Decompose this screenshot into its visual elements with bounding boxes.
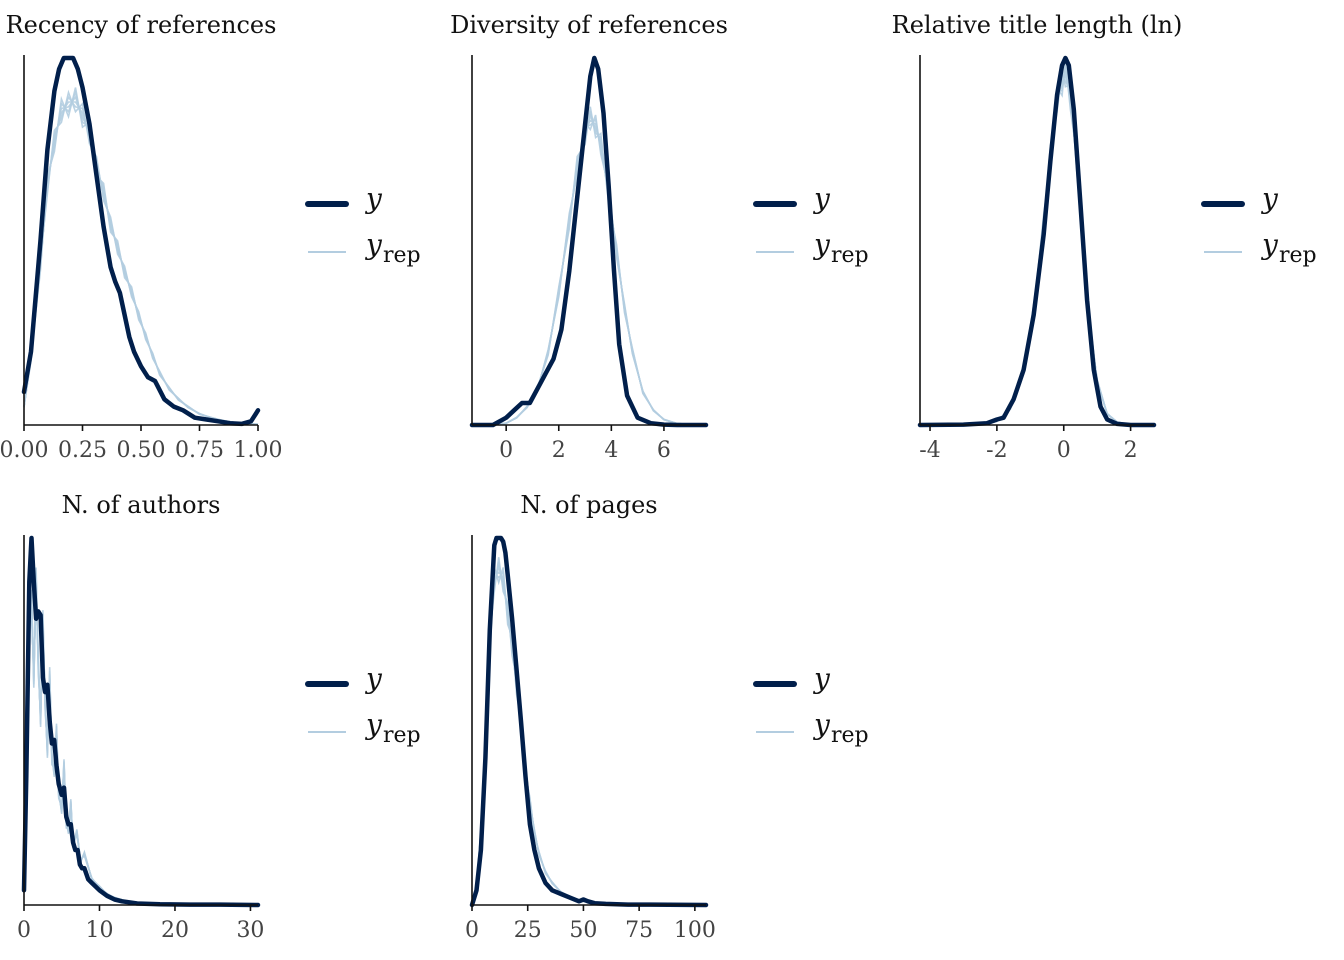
- yrep-density-line: [23, 567, 259, 906]
- legend-yrep-subscript: rep: [1279, 243, 1317, 268]
- yrep-density-line: [920, 69, 1155, 426]
- legend-yrep-subscript: rep: [383, 243, 421, 268]
- x-tick-label: 10: [85, 918, 113, 943]
- yrep-density-line: [23, 564, 259, 906]
- x-tick-label: 0.50: [117, 438, 166, 463]
- yrep-density-line: [920, 74, 1155, 426]
- x-tick-label: 0: [499, 438, 513, 463]
- x-tick-label: 0: [465, 918, 479, 943]
- x-tick-label: -4: [919, 438, 940, 463]
- y-density-line: [917, 55, 1157, 428]
- yrep-density-line: [23, 577, 259, 906]
- legend: yy rep: [305, 662, 421, 748]
- panel-title: Recency of references: [6, 11, 277, 39]
- x-tick-label: 0.00: [0, 438, 48, 463]
- yrep-density-line: [472, 114, 707, 426]
- x-tick-label: 0.75: [175, 438, 224, 463]
- x-tick-label: 6: [657, 438, 671, 463]
- panel-title: Relative title length (ln): [892, 11, 1183, 39]
- x-tick-label: 1.00: [234, 438, 283, 463]
- x-tick-label: 2: [552, 438, 566, 463]
- legend-y-label: y: [812, 182, 831, 215]
- legend-yrep-subscript: rep: [831, 243, 869, 268]
- legend-yrep-subscript: rep: [383, 723, 421, 748]
- panel-3: Relative title length (ln)-4 -2 0 2yy rep: [892, 11, 1317, 463]
- yrep-density-line: [472, 117, 707, 426]
- panel-title: N. of authors: [62, 491, 221, 519]
- legend: yy rep: [753, 662, 869, 748]
- yrep-density-line: [23, 101, 259, 426]
- yrep-density-line: [23, 89, 259, 426]
- legend-yrep-label: y: [812, 708, 831, 741]
- legend-y-label: y: [1260, 182, 1279, 215]
- y-density-line: [21, 535, 261, 908]
- legend-y-label: y: [812, 662, 831, 695]
- x-tick-label: 2: [1124, 438, 1138, 463]
- yrep-density-line: [920, 65, 1155, 426]
- y-density-line: [469, 55, 709, 428]
- y-density-line: [21, 55, 261, 427]
- x-tick-label: 75: [625, 918, 653, 943]
- x-tick-label: -2: [986, 438, 1007, 463]
- legend-y-label: y: [364, 662, 383, 695]
- legend: yy rep: [305, 182, 421, 268]
- yrep-density-line: [23, 572, 259, 906]
- yrep-density-line: [23, 569, 259, 906]
- yrep-density-line: [472, 119, 707, 426]
- x-tick-label: 25: [514, 918, 542, 943]
- yrep-density-line: [471, 567, 707, 906]
- yrep-density-line: [472, 113, 707, 426]
- x-tick-label: 0: [1057, 438, 1071, 463]
- x-tick-label: 50: [569, 918, 597, 943]
- yrep-density-line: [23, 95, 259, 426]
- yrep-density-line: [920, 70, 1155, 426]
- x-tick-label: 4: [604, 438, 618, 463]
- yrep-density-line: [472, 106, 707, 426]
- yrep-density-line: [23, 574, 259, 906]
- x-tick-label: 20: [161, 918, 189, 943]
- panel-title: Diversity of references: [450, 11, 728, 39]
- yrep-density-line: [23, 87, 259, 426]
- y-density-line: [469, 535, 709, 908]
- x-tick-label: 100: [674, 918, 716, 943]
- legend-y-label: y: [364, 182, 383, 215]
- x-tick-label: 0: [17, 918, 31, 943]
- yrep-density-line: [23, 89, 259, 425]
- yrep-density-line: [472, 111, 707, 426]
- panel-1: Recency of references 0.00 0.25 0.50 0.75 1.0…: [0, 11, 421, 463]
- yrep-density-line: [23, 95, 259, 426]
- x-tick-label: 0.25: [58, 438, 107, 463]
- legend-yrep-label: y: [364, 228, 383, 261]
- legend: yy rep: [753, 182, 869, 268]
- panel-title: N. of pages: [520, 491, 657, 519]
- yrep-density-line: [920, 72, 1155, 426]
- legend-yrep-label: y: [364, 708, 383, 741]
- legend-yrep-label: y: [1260, 228, 1279, 261]
- legend-yrep-label: y: [812, 228, 831, 261]
- x-tick-label: 30: [236, 918, 264, 943]
- yrep-density-line: [920, 60, 1155, 426]
- legend-yrep-subscript: rep: [831, 723, 869, 748]
- legend: yy rep: [1201, 182, 1317, 268]
